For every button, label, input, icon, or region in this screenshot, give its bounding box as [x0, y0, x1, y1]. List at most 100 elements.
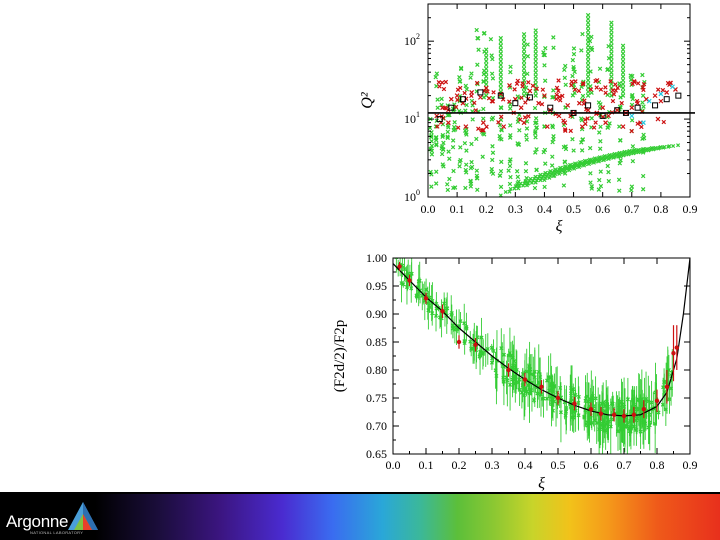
x-tick-label: 0.3	[508, 202, 523, 216]
red-point	[526, 80, 531, 85]
green-point	[433, 313, 439, 318]
green-point	[586, 399, 591, 404]
green-point	[498, 35, 504, 41]
green-point	[620, 55, 626, 60]
green-point	[542, 184, 547, 190]
y-tick-label: 101	[404, 110, 420, 126]
red-point	[569, 83, 574, 88]
green-point	[585, 32, 591, 37]
green-point	[609, 47, 614, 52]
green-point	[642, 420, 647, 425]
red-point	[437, 84, 442, 89]
green-point	[640, 187, 646, 192]
green-point	[609, 74, 614, 79]
green-point	[516, 142, 522, 147]
green-point	[498, 85, 504, 91]
y-tick-label: 0.85	[366, 335, 387, 349]
green-point	[585, 39, 591, 45]
green-point	[626, 152, 631, 157]
red-point	[444, 106, 449, 111]
green-point	[585, 58, 591, 64]
red-point	[440, 309, 445, 314]
green-point	[521, 70, 527, 75]
green-point	[490, 157, 495, 163]
green-point	[452, 185, 458, 190]
green-point	[508, 382, 513, 387]
green-point	[629, 118, 635, 123]
green-point	[585, 20, 591, 25]
red-point	[561, 118, 566, 123]
red-point	[423, 296, 429, 301]
green-point	[542, 63, 547, 68]
red-point	[635, 81, 641, 86]
x-tick-label: 0.2	[479, 202, 494, 216]
x-axis-label: ξ	[538, 475, 545, 492]
green-point	[551, 45, 556, 50]
green-point	[617, 410, 622, 415]
green-point	[521, 32, 527, 37]
green-point	[429, 152, 435, 157]
green-point	[521, 74, 527, 79]
green-point	[507, 102, 513, 107]
red-point	[522, 377, 528, 382]
green-point	[637, 406, 642, 411]
green-point	[667, 397, 672, 402]
red-point	[462, 90, 467, 96]
red-point	[660, 87, 666, 93]
green-point	[656, 146, 661, 151]
green-point	[427, 304, 432, 310]
green-point	[483, 58, 489, 64]
green-point	[533, 55, 538, 60]
green-point	[620, 74, 626, 79]
black-square-point	[436, 116, 443, 123]
green-point	[563, 144, 568, 149]
green-point	[572, 69, 577, 75]
green-point	[605, 163, 610, 169]
green-point	[562, 67, 567, 73]
green-point	[445, 135, 450, 141]
green-point	[547, 175, 552, 180]
red-point	[480, 120, 486, 126]
y-tick-label: 100	[404, 188, 420, 204]
green-point	[609, 417, 614, 422]
x-tick-label: 0.5	[566, 202, 581, 216]
x-tick-label: 0.0	[421, 202, 436, 216]
green-point	[440, 162, 445, 167]
green-point	[433, 74, 438, 80]
green-point	[524, 126, 530, 131]
red-point	[518, 105, 524, 111]
green-point	[588, 180, 593, 185]
red-point	[661, 119, 667, 125]
red-point	[556, 88, 561, 94]
green-point	[620, 85, 626, 91]
green-point	[550, 123, 555, 128]
green-point	[582, 163, 587, 168]
green-point	[580, 93, 586, 99]
green-point	[402, 267, 407, 272]
green-point	[543, 45, 548, 51]
red-point	[569, 79, 575, 84]
green-point	[433, 181, 439, 186]
green-point	[447, 156, 452, 161]
green-point	[585, 93, 591, 98]
green-point	[605, 67, 610, 73]
green-point	[525, 42, 530, 47]
green-point	[508, 64, 513, 70]
green-point	[509, 353, 514, 358]
red-point	[539, 384, 544, 389]
green-point	[451, 168, 456, 174]
green-point	[585, 12, 591, 18]
red-point	[572, 87, 578, 92]
x-tick-label: 0.2	[452, 458, 467, 472]
x-tick-label: 0.1	[419, 458, 434, 472]
red-point	[474, 80, 480, 86]
green-point	[498, 70, 504, 75]
green-point	[606, 169, 611, 175]
green-point	[489, 53, 494, 58]
green-point	[434, 71, 440, 76]
green-point	[524, 137, 529, 142]
green-point	[609, 51, 614, 56]
top-cyan-series	[629, 84, 675, 126]
red-point	[588, 87, 594, 92]
green-point	[549, 163, 555, 168]
